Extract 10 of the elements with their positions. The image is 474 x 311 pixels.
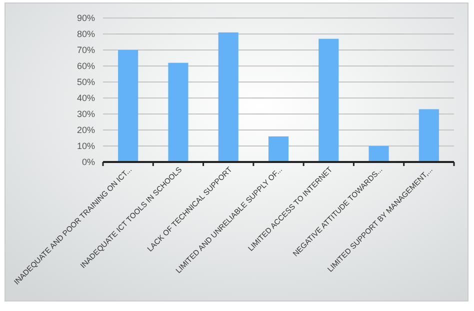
y-tick-label: 50% xyxy=(76,77,95,88)
y-tick-label: 0% xyxy=(82,157,95,168)
y-tick-label: 60% xyxy=(76,61,95,72)
y-tick-label: 20% xyxy=(76,125,95,136)
y-tick-label: 30% xyxy=(76,109,95,120)
y-tick-label: 10% xyxy=(76,141,95,152)
y-tick-label: 90% xyxy=(76,13,95,24)
y-tick-label: 80% xyxy=(76,29,95,40)
y-tick-label: 40% xyxy=(76,93,95,104)
y-tick-label: 70% xyxy=(76,45,95,56)
